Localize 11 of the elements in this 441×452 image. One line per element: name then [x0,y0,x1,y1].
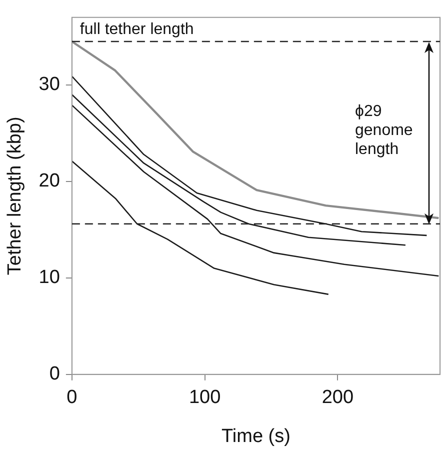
x-tick-label: 200 [322,387,354,408]
y-tick-label: 0 [49,364,60,385]
x-axis-title: Time (s) [221,426,290,447]
y-tick-label: 30 [38,74,60,96]
y-tick-label: 10 [38,267,60,288]
annotation: ϕ29 genome length [355,102,413,159]
x-tick-label: 0 [66,387,78,408]
x-tick-label: 100 [188,387,221,408]
y-axis-title: Tether length (kbp) [4,116,26,276]
ref-line-label: full tether length [80,20,194,38]
y-tick-label: 20 [38,170,60,192]
